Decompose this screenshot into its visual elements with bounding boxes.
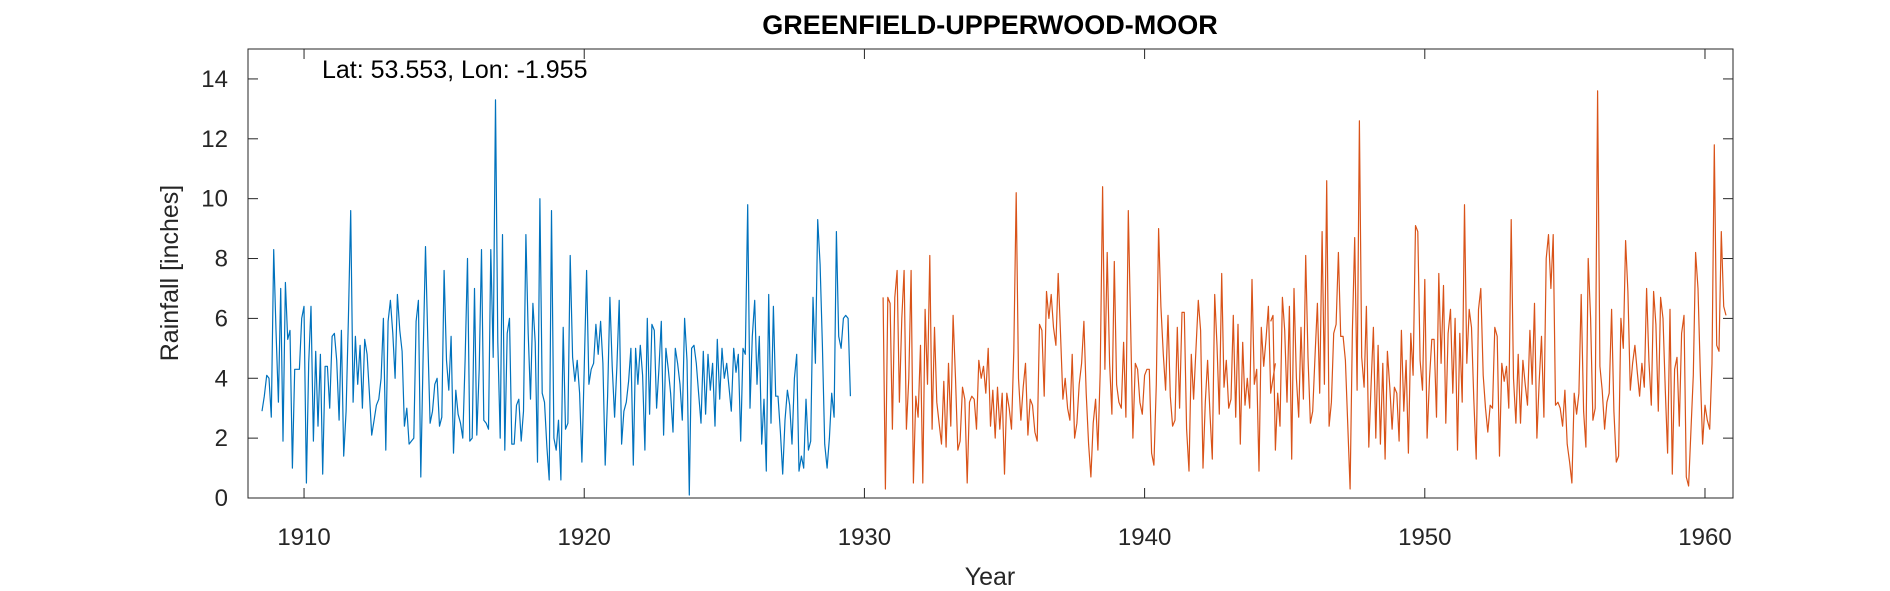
y-axis-ticks: 0 2 4 6 8 10 12 14 [201, 66, 1733, 512]
x-axis-label: Year [965, 563, 1016, 591]
y-tick-label: 14 [201, 66, 228, 93]
x-tick-label: 1960 [1678, 524, 1731, 551]
x-tick-label: 1950 [1398, 524, 1451, 551]
y-tick-label: 6 [215, 305, 228, 332]
y-tick-label: 8 [215, 246, 228, 273]
x-tick-label: 1920 [558, 524, 611, 551]
y-tick-label: 10 [201, 186, 228, 213]
series-line-1 [261, 99, 851, 496]
x-tick-label: 1930 [838, 524, 891, 551]
x-tick-label: 1940 [1118, 524, 1171, 551]
y-tick-label: 12 [201, 126, 228, 153]
y-axis-label: Rainfall [inches] [156, 185, 184, 361]
series-line-2 [882, 186, 1276, 490]
location-annotation: Lat: 53.553, Lon: -1.955 [322, 56, 588, 84]
x-tick-label: 1910 [277, 524, 330, 551]
y-tick-label: 4 [215, 365, 228, 392]
series-line-3 [1270, 90, 1727, 490]
x-axis-ticks: 1910 1920 1930 1940 1950 1960 [277, 49, 1732, 551]
y-tick-label: 2 [215, 425, 228, 452]
y-tick-label: 0 [215, 485, 228, 512]
chart-title: GREENFIELD-UPPERWOOD-MOOR [762, 10, 1218, 40]
series-layer [261, 90, 1727, 496]
